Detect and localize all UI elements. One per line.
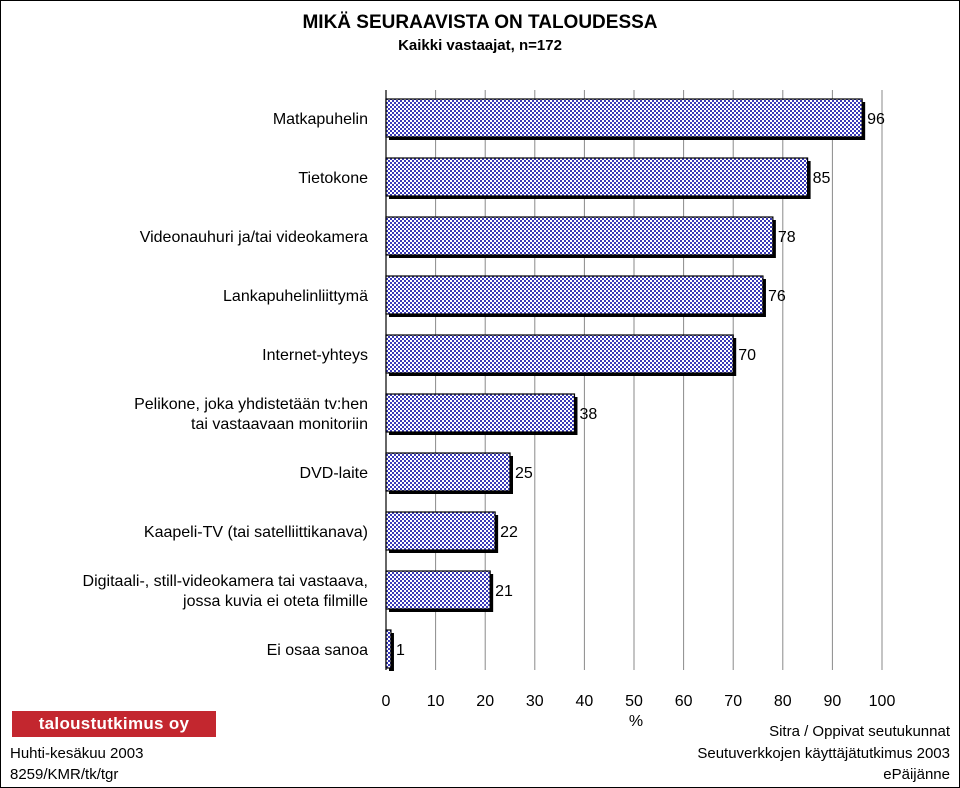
footer-right-region: ePäijänne [883,766,950,783]
value-label: 70 [738,347,756,364]
value-label: 1 [396,642,405,659]
category-label: tai vastaavaan monitoriin [191,416,368,433]
footer-right-study: Seutuverkkojen käyttäjätutkimus 2003 [697,745,950,762]
category-label: Ei osaa sanoa [267,642,369,659]
category-label: Matkapuhelin [273,111,368,128]
x-tick-label: 20 [476,693,494,710]
company-logo: taloustutkimus oy [12,711,216,737]
bar [385,98,863,138]
chart-title: MIKÄ SEURAAVISTA ON TALOUDESSA [302,12,658,33]
x-tick-label: 0 [382,693,391,710]
category-label: DVD-laite [300,465,369,482]
x-tick-label: 100 [869,693,896,710]
value-label: 25 [515,465,533,482]
x-tick-label: 60 [675,693,693,710]
value-label: 78 [778,229,796,246]
x-tick-labels: 0 10 20 30 40 50 60 70 80 90 100 [382,693,896,710]
x-axis-label: % [629,713,643,730]
bar [385,629,392,669]
category-label: jossa kuvia ei oteta filmille [182,593,368,610]
x-tick-label: 50 [625,693,643,710]
x-tick-label: 30 [526,693,544,710]
value-labels: 96 85 78 76 70 38 25 22 21 1 [396,111,885,659]
value-label: 96 [867,111,885,128]
chart-subtitle: Kaikki vastaajat, n=172 [398,37,562,54]
category-label: Pelikone, joka yhdistetään tv:hen [134,396,368,413]
x-tick-label: 40 [576,693,594,710]
x-tick-label: 90 [824,693,842,710]
bar [385,452,511,492]
category-labels: Matkapuhelin Tietokone Videonauhuri ja/tai… [83,111,369,659]
category-label: Internet-yhteys [262,347,368,364]
bar [385,393,576,433]
value-label: 38 [579,406,597,423]
value-label: 22 [500,524,518,541]
value-label: 21 [495,583,513,600]
category-label: Videonauhuri ja/tai videokamera [140,229,368,246]
value-label: 85 [813,170,831,187]
bars [385,98,866,671]
category-label: Lankapuhelinliittymä [223,288,368,305]
category-label: Tietokone [298,170,368,187]
x-tick-label: 70 [724,693,742,710]
category-label: Kaapeli-TV (tai satelliittikanava) [144,524,368,541]
bar [385,570,491,610]
bar [385,334,734,374]
value-label: 76 [768,288,786,305]
bar [385,275,764,315]
bar [385,216,774,256]
footer-left-code: 8259/KMR/tk/tgr [10,766,119,783]
category-label: Digitaali-, still-videokamera tai vastaa… [83,573,368,590]
footer-right-client: Sitra / Oppivat seutukunnat [769,723,950,740]
x-tick-label: 80 [774,693,792,710]
bar [385,157,809,197]
footer-left-date: Huhti-kesäkuu 2003 [10,745,144,762]
bar [385,511,496,551]
x-tick-label: 10 [427,693,445,710]
